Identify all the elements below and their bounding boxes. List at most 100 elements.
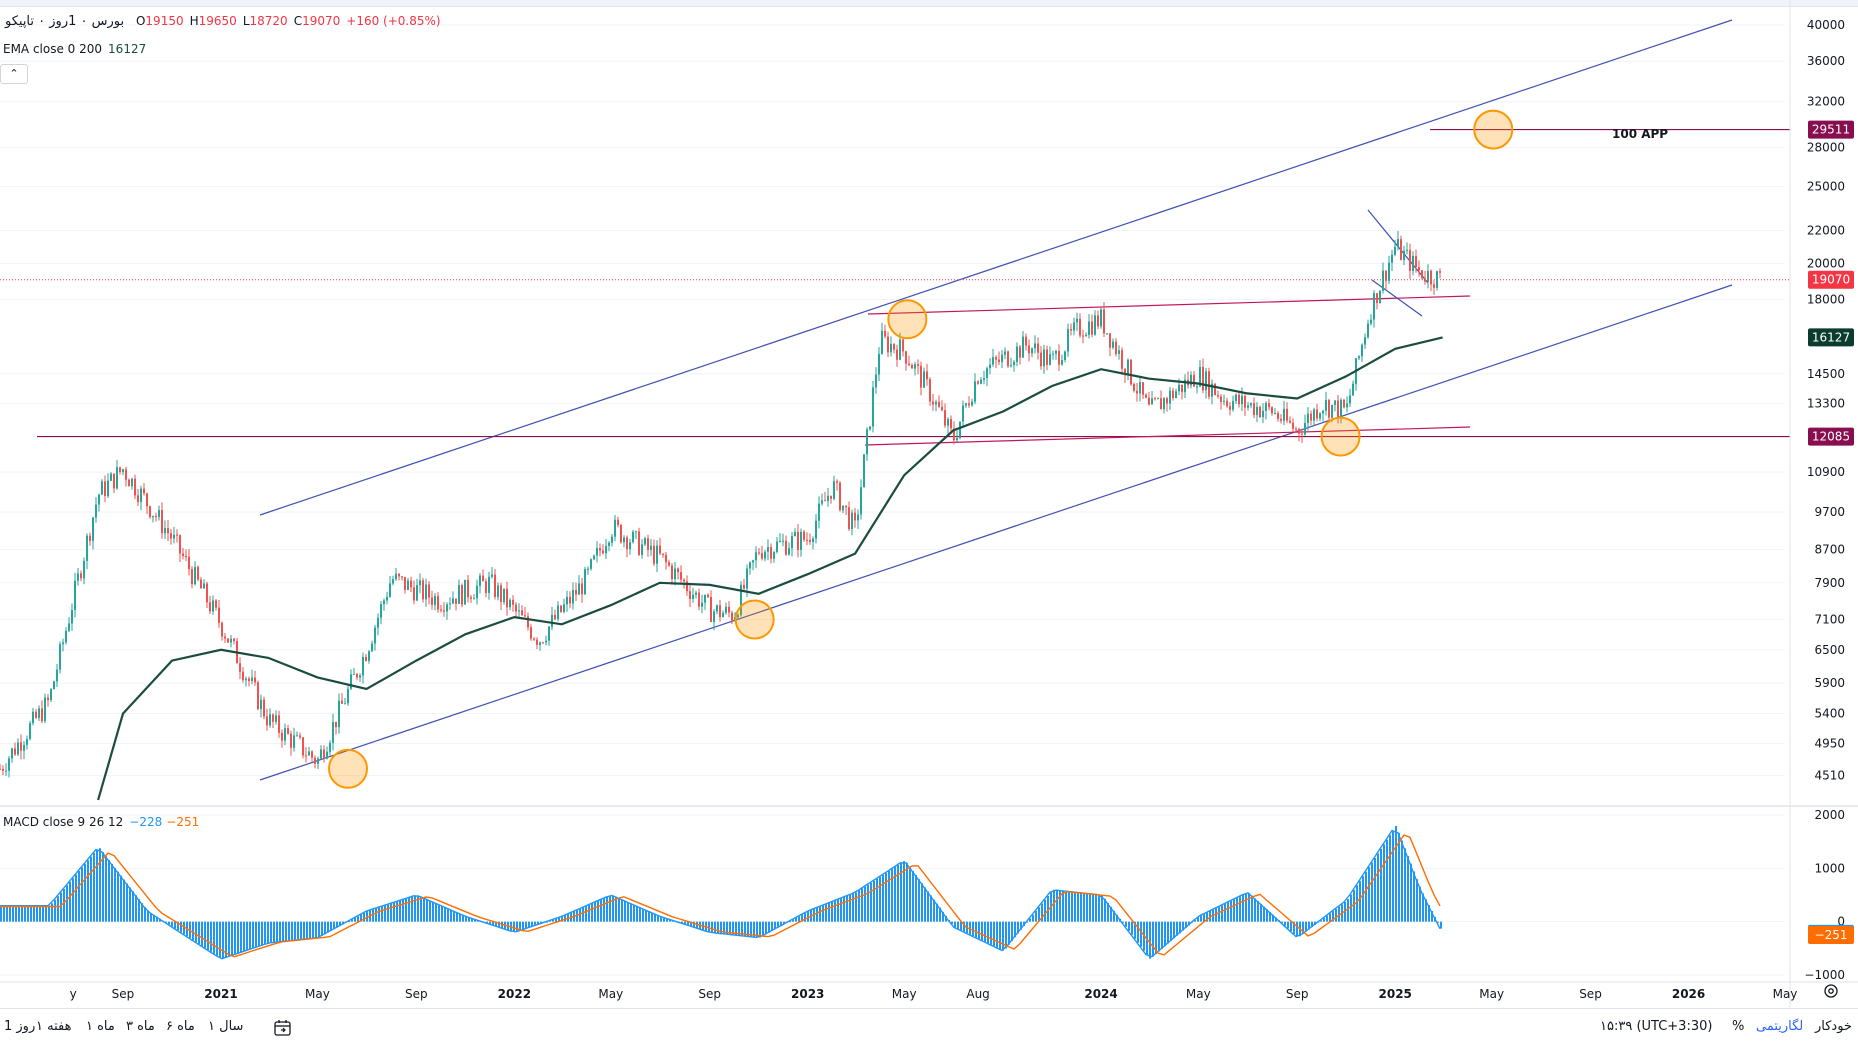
macd-bar-150 — [450, 909, 452, 922]
candle-body-114 — [341, 700, 343, 704]
candle-body-336 — [1007, 351, 1009, 367]
range-1w[interactable]: ۱ هفته — [36, 1019, 72, 1034]
ema-legend[interactable]: EMA close 0 200 16127 — [3, 42, 146, 56]
candle-body-204 — [611, 536, 613, 543]
macd-bar-125 — [375, 908, 377, 922]
candle-body-225 — [674, 568, 676, 580]
range-1d[interactable]: 1 روز — [4, 1019, 36, 1034]
candle-body-387 — [1160, 398, 1162, 410]
candle-body-340 — [1019, 346, 1021, 358]
symbol-title[interactable]: بورس ۰ 1روز ۰ تاپیکو — [5, 14, 125, 29]
candle-body-77 — [230, 638, 232, 643]
candle-body-235 — [704, 594, 706, 603]
macd-bar-294 — [882, 874, 884, 922]
macd-bar-200 — [600, 899, 602, 922]
macd-bar-240 — [720, 921, 722, 934]
candle-body-45 — [134, 478, 136, 496]
macd-bar-434 — [1302, 921, 1304, 934]
macd-tick-3: −1000 — [1804, 968, 1845, 982]
macd-bar-253 — [759, 921, 761, 938]
ohlc-key-1: H — [189, 14, 199, 28]
macd-bar-258 — [774, 921, 776, 930]
signal-value: −251 — [166, 815, 200, 829]
touch-circle-0 — [327, 748, 368, 789]
candle-body-308 — [923, 371, 925, 388]
macd-bar-23 — [69, 881, 71, 922]
collapse-legend-button[interactable]: ⌃ — [0, 64, 28, 84]
candle-body-152 — [455, 598, 457, 604]
macd-bar-64 — [192, 921, 194, 941]
macd-bar-415 — [1245, 893, 1247, 922]
percent-toggle[interactable]: % — [1732, 1019, 1745, 1034]
range-1m[interactable]: ۱ ماه — [86, 1019, 115, 1034]
macd-bar-428 — [1284, 921, 1286, 926]
chart-canvas[interactable]: 4000036000320002800025000220002000018000… — [0, 0, 1858, 1008]
candle-body-51 — [152, 515, 154, 518]
candle-body-80 — [239, 663, 241, 672]
timezone-clock[interactable]: ۱۵:۳۹ (UTC+3:30) — [1600, 1019, 1713, 1034]
macd-bar-146 — [438, 904, 440, 922]
macd-bar-229 — [687, 921, 689, 926]
macd-bar-298 — [894, 866, 896, 922]
candle-body-191 — [572, 590, 574, 604]
price-tick-18: 4950 — [1814, 737, 1845, 751]
macd-bar-351 — [1053, 889, 1055, 922]
macd-bar-302 — [906, 862, 908, 922]
macd-bar-208 — [624, 900, 626, 922]
macd-bar-396 — [1188, 921, 1190, 926]
channel-lower-line — [259, 284, 1733, 781]
macd-bar-104 — [312, 921, 314, 939]
macd-bar-216 — [648, 911, 650, 922]
macd-bar-20 — [60, 892, 62, 922]
candle-body-316 — [947, 419, 949, 426]
candle-body-354 — [1061, 360, 1063, 365]
macd-bar-435 — [1305, 921, 1307, 932]
macd-bar-82 — [246, 921, 248, 951]
macd-bar-389 — [1167, 921, 1169, 944]
macd-legend[interactable]: MACD close 9 26 12 −228 −251 — [3, 815, 199, 829]
auto-scale-toggle[interactable]: خودکار — [1815, 1019, 1852, 1034]
range-3m[interactable]: ۳ ماه — [126, 1019, 155, 1034]
candle-body-366 — [1097, 315, 1099, 327]
candles — [0, 230, 1441, 778]
candle-body-180 — [539, 642, 541, 645]
calendar-icon[interactable] — [272, 1017, 294, 1039]
candle-body-424 — [1271, 407, 1273, 414]
macd-bar-157 — [471, 918, 473, 922]
macd-bar-386 — [1158, 921, 1160, 952]
candle-body-84 — [251, 677, 253, 681]
candle-body-86 — [257, 682, 259, 710]
candle-body-448 — [1343, 399, 1345, 408]
range-6m[interactable]: ۶ ماه — [166, 1019, 195, 1034]
macd-bar-370 — [1110, 906, 1112, 922]
macd-bar-385 — [1155, 921, 1157, 955]
candle-body-398 — [1193, 374, 1195, 387]
macd-bar-219 — [657, 915, 659, 922]
price-tick-14: 7100 — [1814, 612, 1845, 626]
macd-bar-158 — [474, 919, 476, 922]
candle-body-390 — [1169, 390, 1171, 404]
macd-bar-432 — [1296, 921, 1298, 937]
candle-body-158 — [473, 598, 475, 600]
candle-body-476 — [1427, 270, 1429, 282]
candle-body-23 — [68, 623, 70, 631]
candle-body-55 — [164, 528, 166, 534]
log-scale-toggle[interactable]: لگاریتمی — [1756, 1019, 1804, 1034]
range-1y[interactable]: ۱ سال — [208, 1019, 244, 1034]
macd-bar-480 — [1440, 921, 1442, 929]
candle-body-323 — [968, 403, 970, 406]
macd-bar-99 — [297, 921, 299, 940]
candle-body-459 — [1376, 293, 1378, 304]
time-tick-18: May — [1773, 987, 1798, 1001]
price-tick-10: 10900 — [1807, 465, 1845, 479]
macd-bar-416 — [1248, 892, 1250, 922]
candle-body-133 — [398, 573, 400, 577]
candle-body-155 — [464, 579, 466, 605]
candle-body-406 — [1217, 395, 1219, 397]
candle-body-132 — [395, 573, 397, 580]
gear-icon[interactable] — [1823, 983, 1839, 999]
candle-body-171 — [512, 599, 514, 605]
macd-bar-19 — [57, 896, 59, 922]
macd-bar-279 — [837, 899, 839, 922]
macd-bar-209 — [627, 902, 629, 922]
